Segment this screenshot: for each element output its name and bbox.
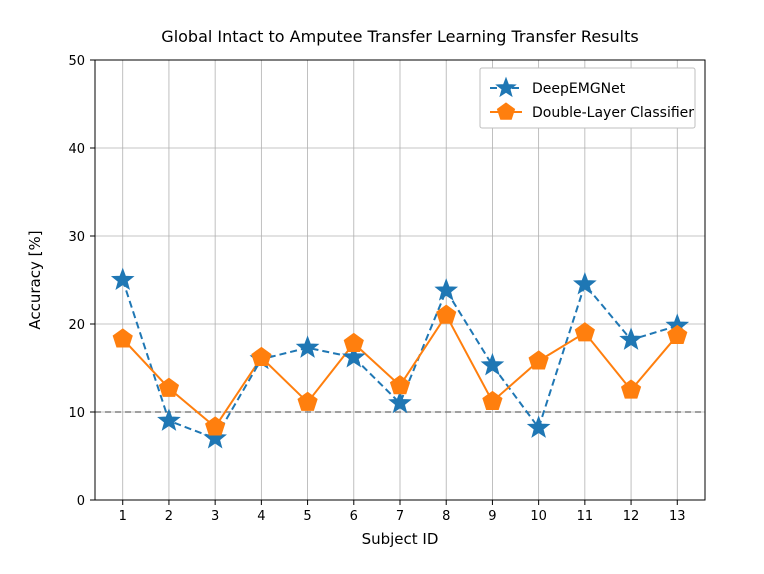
xtick-label: 4	[257, 509, 265, 524]
xtick-label: 2	[165, 509, 173, 524]
xtick-label: 7	[396, 509, 404, 524]
y-axis-label: Accuracy [%]	[26, 230, 44, 329]
xtick-label: 5	[303, 509, 311, 524]
xtick-label: 8	[442, 509, 450, 524]
ytick-label: 0	[77, 494, 85, 509]
xtick-label: 13	[669, 509, 686, 524]
ytick-label: 10	[68, 406, 85, 421]
legend-label: Double-Layer Classifier	[532, 105, 694, 121]
chart-container: 1234567891011121301020304050Subject IDAc…	[0, 0, 764, 574]
xtick-label: 12	[623, 509, 640, 524]
x-axis-label: Subject ID	[362, 530, 439, 548]
ytick-label: 40	[68, 142, 85, 157]
xtick-label: 9	[488, 509, 496, 524]
xtick-label: 1	[119, 509, 127, 524]
ytick-label: 30	[68, 230, 85, 245]
chart-title: Global Intact to Amputee Transfer Learni…	[161, 27, 638, 46]
legend-label: DeepEMGNet	[532, 81, 626, 97]
ytick-label: 20	[68, 318, 85, 333]
xtick-label: 3	[211, 509, 219, 524]
xtick-label: 11	[577, 509, 594, 524]
line-chart: 1234567891011121301020304050Subject IDAc…	[0, 0, 764, 574]
xtick-label: 10	[530, 509, 547, 524]
xtick-label: 6	[350, 509, 358, 524]
ytick-label: 50	[68, 54, 85, 69]
